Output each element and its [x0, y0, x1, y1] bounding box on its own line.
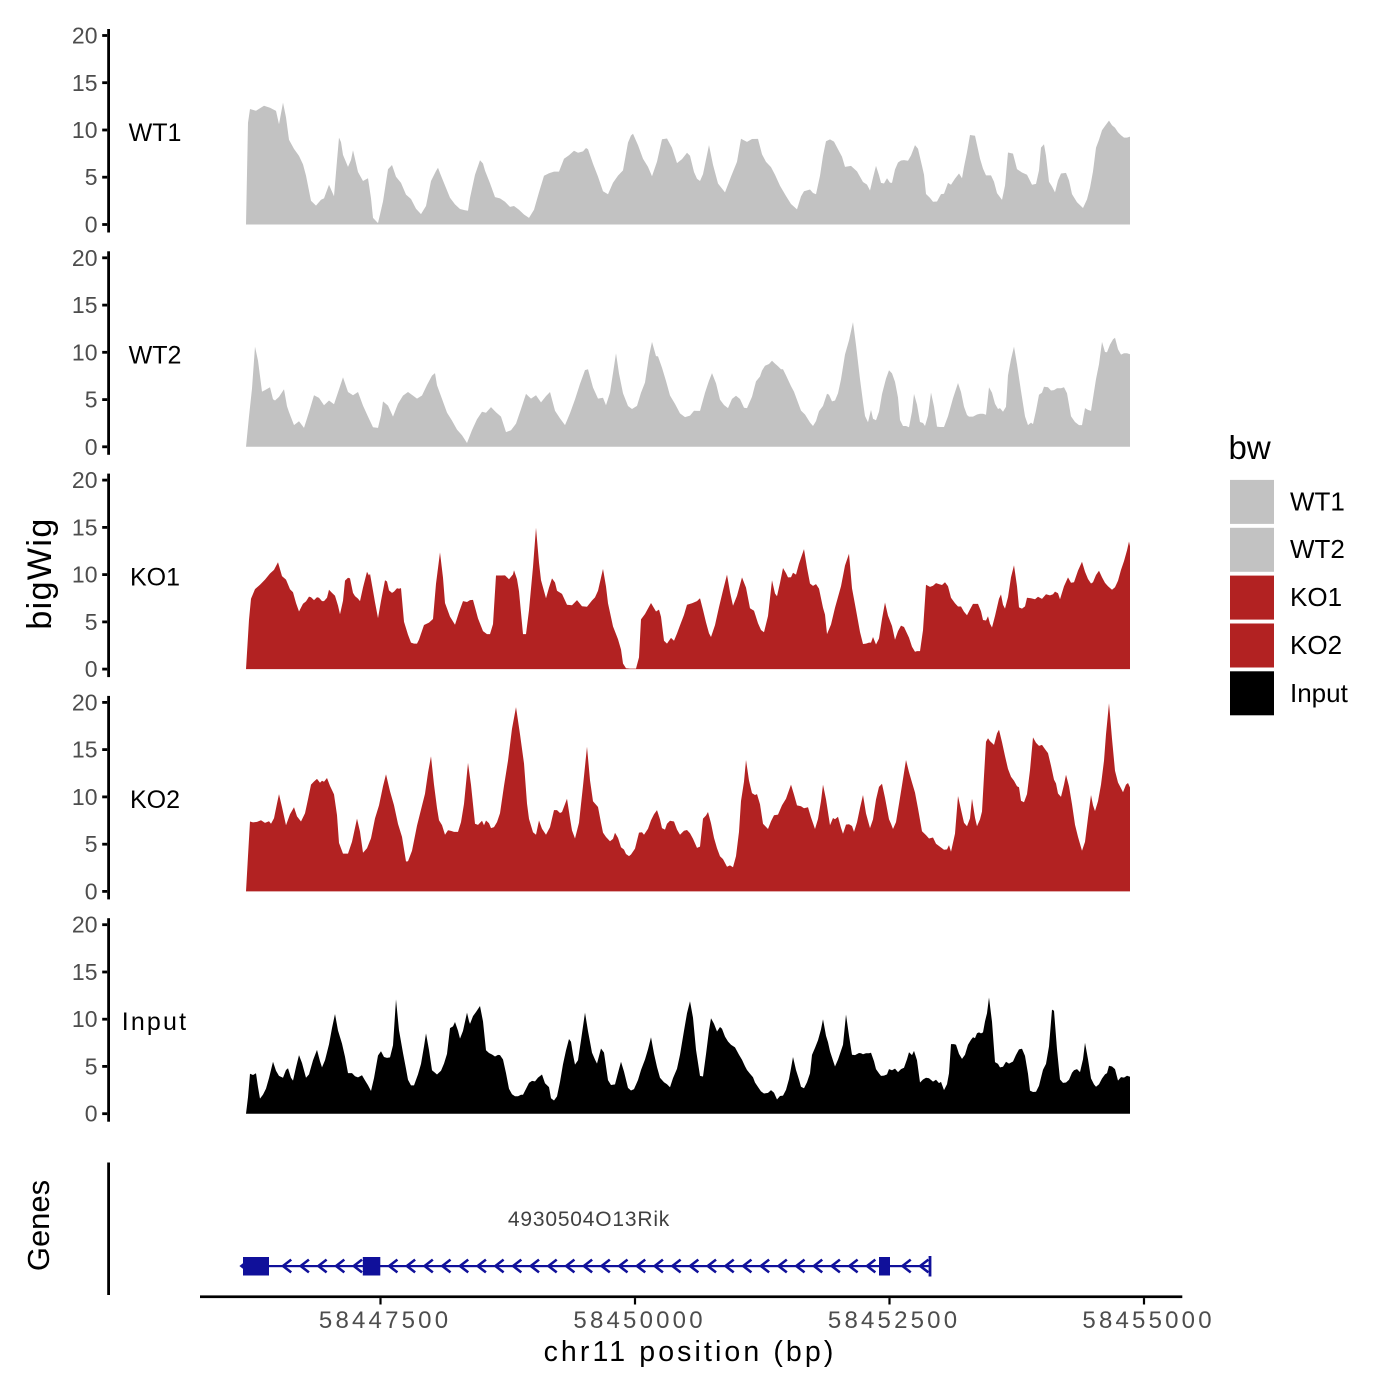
svg-text:20: 20 [72, 23, 98, 49]
svg-text:58452500: 58452500 [828, 1307, 960, 1334]
svg-text:WT1: WT1 [129, 119, 182, 147]
svg-text:0: 0 [85, 656, 98, 682]
svg-text:WT2: WT2 [129, 341, 182, 369]
svg-text:5: 5 [85, 387, 98, 413]
svg-text:5: 5 [85, 609, 98, 635]
svg-text:Input: Input [1290, 678, 1349, 708]
svg-text:20: 20 [72, 245, 98, 271]
svg-text:chr11 position (bp): chr11 position (bp) [544, 1336, 837, 1368]
svg-text:KO2: KO2 [130, 786, 180, 814]
svg-text:15: 15 [72, 292, 98, 318]
svg-text:15: 15 [72, 70, 98, 96]
svg-text:15: 15 [72, 737, 98, 763]
svg-text:bigWig: bigWig [21, 517, 59, 629]
svg-text:0: 0 [85, 434, 98, 460]
svg-text:WT1: WT1 [1290, 486, 1345, 516]
svg-text:0: 0 [85, 212, 98, 238]
svg-text:5: 5 [85, 831, 98, 857]
svg-text:4930504O13Rik: 4930504O13Rik [508, 1208, 670, 1231]
svg-text:Input: Input [122, 1008, 189, 1036]
svg-text:10: 10 [72, 339, 98, 365]
svg-text:WT2: WT2 [1290, 534, 1345, 564]
svg-text:10: 10 [72, 1006, 98, 1032]
svg-text:20: 20 [72, 689, 98, 715]
svg-text:10: 10 [72, 117, 98, 143]
svg-text:20: 20 [72, 467, 98, 493]
svg-text:5: 5 [85, 164, 98, 190]
svg-text:58447500: 58447500 [319, 1307, 451, 1334]
svg-text:0: 0 [85, 878, 98, 904]
svg-text:KO1: KO1 [130, 564, 180, 592]
svg-text:15: 15 [72, 514, 98, 540]
svg-text:5: 5 [85, 1054, 98, 1080]
svg-text:58455000: 58455000 [1082, 1307, 1214, 1334]
svg-text:20: 20 [72, 912, 98, 938]
svg-text:KO2: KO2 [1290, 630, 1342, 660]
svg-text:bw: bw [1229, 429, 1271, 466]
svg-text:10: 10 [72, 562, 98, 588]
svg-text:0: 0 [85, 1101, 98, 1127]
svg-text:KO1: KO1 [1290, 582, 1342, 612]
svg-text:58450000: 58450000 [573, 1307, 705, 1334]
svg-text:10: 10 [72, 784, 98, 810]
svg-text:Genes: Genes [21, 1180, 56, 1271]
svg-text:15: 15 [72, 959, 98, 985]
